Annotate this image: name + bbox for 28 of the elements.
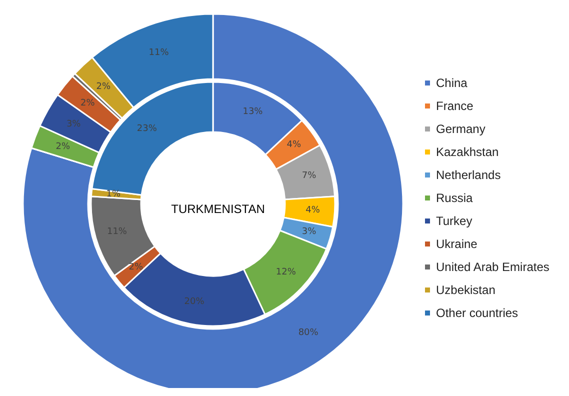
data-label: 1% [106, 190, 122, 200]
legend-label: Russia [436, 191, 474, 205]
data-label: 13% [242, 107, 264, 118]
data-label: 7% [302, 171, 317, 182]
legend-label: China [436, 76, 468, 90]
legend-label: United Arab Emirates [436, 260, 550, 274]
data-label: 2% [80, 98, 96, 109]
data-label: 80% [298, 328, 319, 338]
data-label: 2% [96, 82, 111, 92]
data-label: 2% [56, 142, 70, 152]
legend-label: Other countries [436, 306, 518, 320]
text: TURKMENISTAN [171, 202, 265, 216]
data-label: 12% [276, 267, 296, 278]
data-label: 20% [184, 297, 205, 308]
legend-label: Kazakhstan [436, 145, 499, 159]
data-label: 2% [128, 262, 144, 273]
data-label: 3% [302, 226, 317, 237]
data-label: 23% [136, 124, 158, 134]
data-label: 4% [286, 140, 302, 150]
legend-label: Turkey [436, 214, 472, 228]
data-label: 3% [66, 119, 82, 130]
legend-label: Uzbekistan [436, 283, 496, 297]
data-label: 4% [306, 205, 320, 216]
data-label: 11% [148, 48, 170, 58]
legend-label: Netherlands [436, 168, 501, 182]
legend-label: France [436, 99, 474, 113]
legend-label: Germany [436, 122, 486, 136]
legend-label: Ukraine [436, 237, 478, 251]
